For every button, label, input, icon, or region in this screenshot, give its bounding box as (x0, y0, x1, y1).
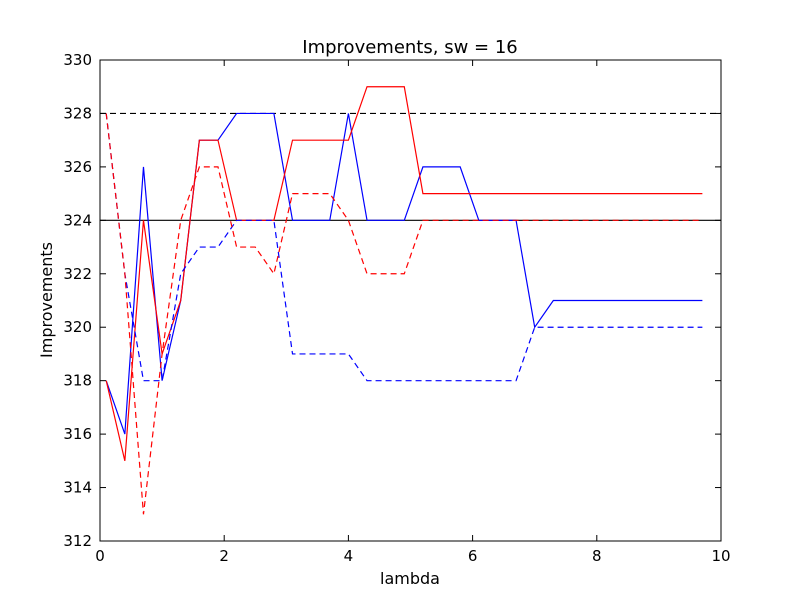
y-tick-label: 314 (63, 479, 92, 497)
x-tick-label: 8 (592, 547, 602, 565)
y-tick-label: 326 (63, 158, 92, 176)
y-tick-label: 330 (63, 51, 92, 69)
plot-area (99, 59, 722, 542)
axes-frame (99, 59, 722, 542)
y-tick-label: 318 (63, 372, 92, 390)
x-tick-label: 4 (344, 547, 354, 565)
y-tick-label: 324 (63, 211, 92, 229)
chart-title: Improvements, sw = 16 (302, 37, 517, 58)
y-tick-label: 328 (63, 104, 92, 122)
x-tick-label: 10 (711, 547, 730, 565)
series-line-2 (105, 86, 703, 461)
y-tick-label: 316 (63, 425, 92, 443)
series-line-4 (105, 113, 703, 515)
y-tick-label: 320 (63, 318, 92, 336)
x-axis-label: lambda (380, 569, 440, 588)
x-tick-label: 0 (95, 547, 105, 565)
y-tick-label: 312 (63, 532, 92, 550)
x-tick-label: 2 (219, 547, 229, 565)
y-tick-label: 322 (63, 265, 92, 283)
x-tick-label: 6 (468, 547, 478, 565)
y-axis-label: Improvements (37, 242, 56, 358)
series-line-3 (105, 113, 703, 382)
axis-ticks: 0 2 4 6 8 10 312 314 316 318 320 322 324 326 328 330 (63, 51, 730, 565)
